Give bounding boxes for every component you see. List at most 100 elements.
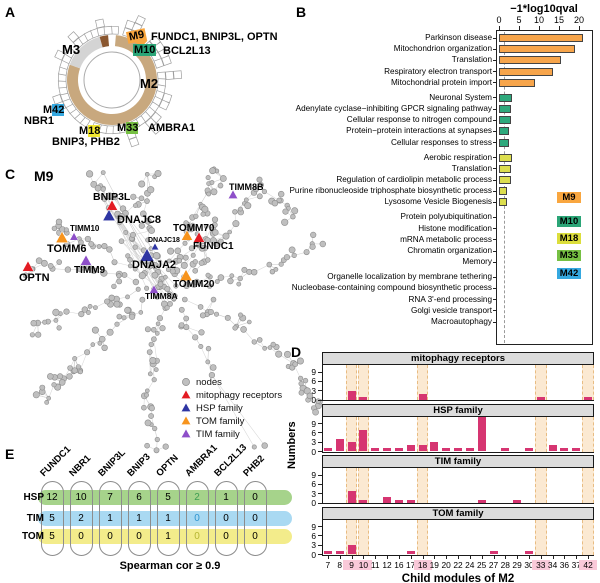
marker-label-tomm6: TOMM6 (47, 243, 87, 255)
facet-highlight-band (582, 416, 594, 452)
e-column-capsule (127, 481, 151, 556)
network-node (319, 240, 326, 248)
d-x-tick-label: 12 (382, 560, 392, 570)
d-x-tick-mark (387, 555, 388, 559)
facet-highlight-band (345, 416, 358, 452)
d-x-tick-label: 7 (325, 560, 331, 570)
go-term-tick (493, 299, 496, 301)
facet-y-tick-label: 6 (311, 376, 316, 387)
facet-y-tick-label: 6 (311, 479, 316, 490)
go-term-label: Neuronal System (429, 92, 492, 102)
network-node (275, 350, 283, 358)
network-node (212, 229, 219, 236)
go-term-tick (493, 179, 496, 181)
facet-highlight-band (357, 519, 370, 555)
network-node (266, 261, 273, 268)
e-caption: Spearman cor ≥ 0.9 (119, 560, 221, 572)
marker-label-timm10: TIMM10 (70, 224, 100, 233)
e-cell-value: 0 (223, 512, 229, 524)
go-chart-title: −1*log10qval (510, 3, 578, 15)
network-node (173, 283, 179, 289)
facet-y-tick-mark (318, 390, 322, 392)
network-node (271, 200, 279, 207)
network-node (217, 274, 225, 281)
e-column-capsule (156, 481, 180, 556)
network-node (192, 334, 199, 341)
network-node (210, 188, 218, 196)
marker-label-fundc1: FUNDC1 (193, 241, 234, 252)
network-node (144, 392, 150, 398)
go-x-tick-label: 10 (533, 15, 544, 25)
d-x-tick-label: 37 (571, 560, 581, 570)
network-node (154, 436, 160, 443)
network-node (129, 313, 136, 320)
go-term-label: Histone modification (418, 223, 492, 233)
network-node (251, 269, 258, 276)
network-node (151, 262, 159, 270)
network-node (251, 444, 257, 450)
e-row-band-tim (38, 510, 292, 526)
e-cell-value: 5 (165, 492, 171, 503)
network-node (144, 217, 152, 225)
go-bar (499, 198, 507, 207)
network-node (97, 340, 103, 346)
network-node (227, 229, 232, 235)
module-ring-box (153, 58, 165, 69)
facet-bar (525, 448, 533, 452)
network-node (96, 244, 102, 249)
network-node (144, 442, 150, 449)
network-node (127, 256, 133, 263)
network-node (56, 259, 63, 265)
network-node (273, 266, 279, 272)
module-m42-label: M42 (43, 104, 65, 116)
legend-label: nodes (196, 377, 222, 388)
network-node (146, 349, 153, 355)
e-column-capsule (69, 481, 93, 556)
module-m18-label: M18 (79, 125, 101, 137)
facet-y-tick-mark (318, 423, 322, 425)
network-node (147, 186, 155, 194)
module-ring-box (165, 71, 175, 80)
e-cell-value: 2 (194, 492, 200, 503)
facet-bar (347, 390, 356, 400)
facet-bar (406, 445, 415, 452)
network-node (262, 345, 268, 351)
go-x-tick-mark (539, 26, 540, 30)
panel-c-title: M9 (34, 168, 54, 184)
facet-bar (430, 442, 439, 452)
module-m10-badge: M10 (133, 44, 157, 56)
network-node (243, 197, 249, 203)
facet-bar (406, 499, 415, 503)
e-cell-value: 0 (223, 530, 229, 542)
marker-label-bnip3l: BNIP3L (93, 191, 131, 203)
marker-label-timm8a: TIMM8A (145, 291, 178, 301)
panel-d-label: D (291, 344, 302, 360)
d-x-tick-label: 27 (488, 560, 499, 570)
network-node (35, 257, 43, 265)
network-node (32, 391, 40, 399)
facet-y-tick-label: 3 (311, 488, 316, 499)
d-x-tick-label: 20 (441, 560, 451, 570)
network-node (153, 367, 159, 373)
network-node (88, 241, 95, 247)
module-m10-genes: BCL2L13 (163, 45, 211, 57)
facet-bar (347, 545, 356, 555)
network-node (232, 325, 238, 331)
go-term-label: Protein polyubiquitination (400, 212, 493, 222)
e-column-header-bnip3l: BNIP3L (96, 447, 128, 479)
network-node (207, 308, 214, 315)
network-node (41, 259, 48, 267)
go-bar (499, 45, 575, 54)
network-node (145, 237, 151, 243)
e-column-capsule (185, 481, 209, 556)
facet-y-tick-mark (318, 441, 322, 443)
network-node (214, 279, 220, 284)
d-x-tick-mark (540, 555, 542, 559)
network-node (84, 349, 91, 356)
network-node (138, 310, 144, 315)
network-node (200, 211, 206, 217)
network-node (151, 271, 159, 279)
network-node (267, 345, 273, 350)
